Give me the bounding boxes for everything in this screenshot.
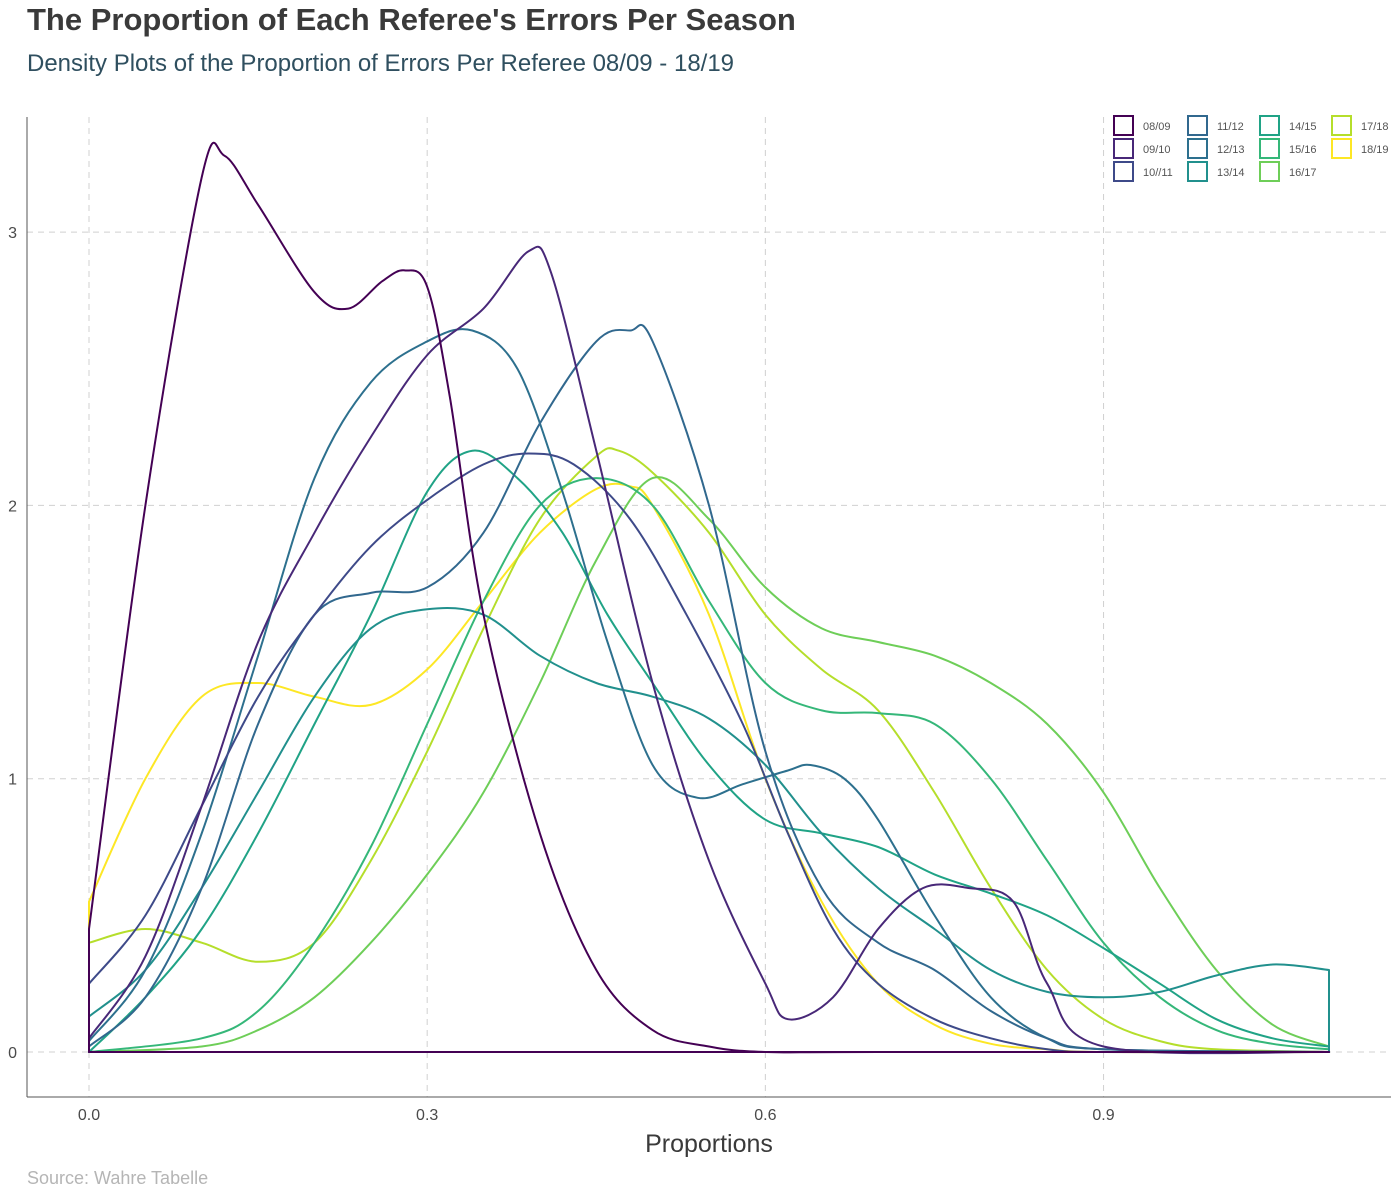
- legend-label: 08/09: [1143, 121, 1171, 133]
- x-tick-label: 0.9: [1092, 1107, 1114, 1124]
- grid-lines: [27, 117, 1391, 1097]
- legend-item: 17/18: [1331, 115, 1389, 136]
- legend-swatch: [1187, 161, 1208, 182]
- y-tick-label: 0: [8, 1045, 17, 1062]
- legend-swatch: [1259, 161, 1280, 182]
- y-tick-label: 3: [8, 225, 17, 242]
- x-axis-ticks: 0.0 0.3 0.6 0.9: [78, 1107, 1115, 1124]
- legend-item: 14/15: [1259, 115, 1317, 136]
- legend-label: 09/10: [1143, 144, 1171, 156]
- density-curve-09-10: [88, 245, 1330, 1055]
- legend-label: 14/15: [1289, 121, 1317, 133]
- density-curve-08-09: [88, 141, 1330, 1054]
- source-caption: Source: Wahre Tabelle: [27, 1168, 209, 1188]
- legend-label: 16/17: [1289, 167, 1317, 179]
- legend-item: 13/14: [1187, 161, 1245, 182]
- legend-swatch: [1259, 115, 1280, 136]
- legend-item: 16/17: [1259, 161, 1317, 182]
- x-tick-label: 0.6: [754, 1107, 776, 1124]
- y-tick-label: 2: [8, 498, 17, 515]
- legend-item: 15/16: [1259, 138, 1317, 159]
- density-curve-17-18: [88, 447, 1330, 1053]
- density-series: [88, 141, 1330, 1055]
- density-curve-14-15: [88, 449, 1330, 1053]
- legend-swatch: [1259, 138, 1280, 159]
- density-curve-10-11: [88, 452, 1330, 1054]
- legend-label: 17/18: [1361, 121, 1389, 133]
- legend-label: 10//11: [1143, 167, 1173, 179]
- legend-item: 18/19: [1331, 138, 1389, 159]
- density-curve-13-14: [88, 606, 1330, 1053]
- legend-label: 13/14: [1217, 167, 1245, 179]
- legend-item: 10//11: [1113, 161, 1173, 182]
- legend-label: 15/16: [1289, 144, 1317, 156]
- legend-item: 12/13: [1187, 138, 1245, 159]
- legend-swatch: [1113, 161, 1134, 182]
- density-curve-18-19: [88, 482, 1330, 1054]
- legend-item: 11/12: [1187, 115, 1244, 136]
- legend-swatch: [1113, 138, 1134, 159]
- y-tick-label: 1: [8, 772, 17, 789]
- legend-label: 18/19: [1361, 144, 1389, 156]
- legend: 08/09 09/10 10//11 11/12 12/13 13/14 14/15 15/1…: [1113, 115, 1389, 182]
- legend-item: 09/10: [1113, 138, 1171, 159]
- y-axis-ticks: 0 1 2 3: [8, 225, 17, 1062]
- legend-item: 08/09: [1113, 115, 1171, 136]
- legend-label: 11/12: [1217, 121, 1244, 133]
- axes: [26, 117, 1391, 1098]
- density-curve-11-12: [88, 324, 1330, 1053]
- density-curve-12-13: [88, 328, 1330, 1053]
- density-curve-16-17: [88, 476, 1330, 1053]
- legend-label: 12/13: [1217, 144, 1245, 156]
- x-axis-title: Proportions: [645, 1130, 773, 1158]
- x-tick-label: 0.0: [78, 1107, 100, 1124]
- legend-swatch: [1113, 115, 1134, 136]
- x-tick-label: 0.3: [416, 1107, 438, 1124]
- legend-swatch: [1187, 115, 1208, 136]
- legend-swatch: [1187, 138, 1208, 159]
- chart-title: The Proportion of Each Referee's Errors …: [27, 2, 796, 37]
- legend-swatch: [1331, 138, 1352, 159]
- legend-swatch: [1331, 115, 1352, 136]
- chart-subtitle: Density Plots of the Proportion of Error…: [27, 50, 735, 77]
